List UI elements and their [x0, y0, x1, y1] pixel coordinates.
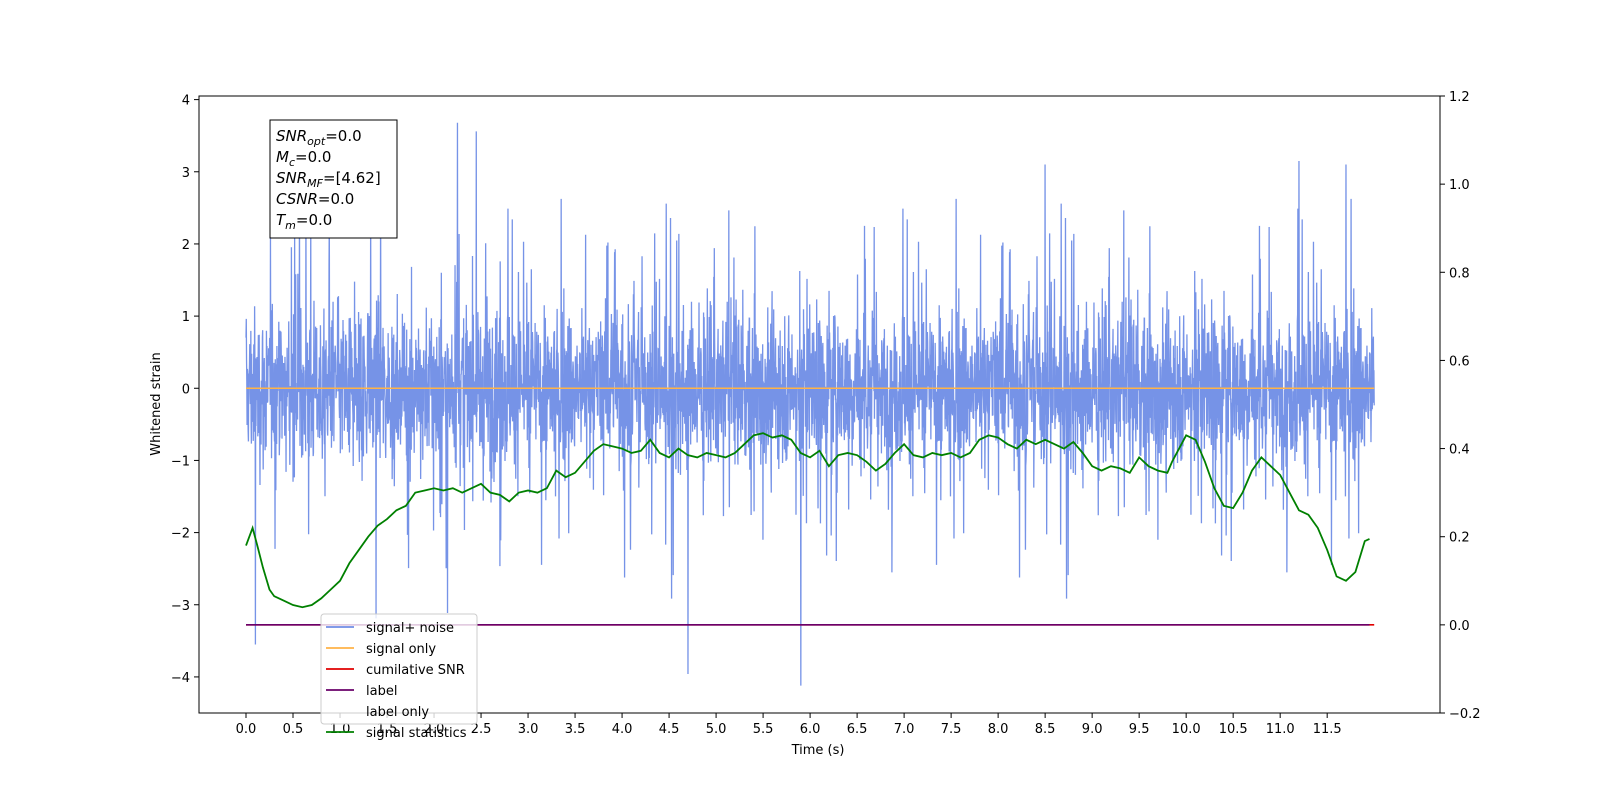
- x-tick-label: 5.0: [706, 722, 727, 737]
- y-right-tick-label: 1.2: [1449, 90, 1470, 105]
- y-left-tick-label: 4: [182, 94, 190, 109]
- y-right-tick-label: 0.8: [1449, 266, 1470, 281]
- x-tick-label: 0.5: [283, 722, 304, 737]
- y-left-tick-label: 3: [182, 166, 190, 181]
- x-tick-label: 6.0: [800, 722, 821, 737]
- x-tick-label: 8.5: [1035, 722, 1056, 737]
- x-tick-label: 2.5: [471, 722, 492, 737]
- annotation-frame: [269, 119, 398, 239]
- y-right-tick-label: −0.2: [1449, 707, 1481, 722]
- series-line-5: [245, 432, 1370, 609]
- x-tick-label: 0.0: [236, 722, 257, 737]
- x-tick-label: 2.0: [424, 722, 445, 737]
- x-tick-label: 8.0: [988, 722, 1009, 737]
- y-axis-left: 4 3 2 1 0 −1 −2 −3 −4: [171, 94, 199, 686]
- y-axis-right: 1.2 1.0 0.8 0.6 0.4 0.2 0.0 −0.2: [1440, 90, 1481, 722]
- y-left-tick-label: −2: [171, 527, 190, 542]
- x-tick-label: 3.0: [518, 722, 539, 737]
- x-tick-label: 10.0: [1172, 722, 1201, 737]
- annotation-line: Mc=0.0: [276, 148, 331, 169]
- x-tick-label: 7.5: [941, 722, 962, 737]
- x-tick-label: 4.5: [659, 722, 680, 737]
- x-tick-label: 9.5: [1129, 722, 1150, 737]
- x-tick-label: 11.0: [1266, 722, 1295, 737]
- annotation-line: SNRopt=0.0: [276, 127, 362, 148]
- y-left-tick-label: 1: [182, 310, 190, 325]
- x-tick-label: 6.5: [847, 722, 868, 737]
- y-left-tick-label: −1: [171, 454, 190, 469]
- x-tick-label: 4.0: [612, 722, 633, 737]
- y-right-tick-label: 0.2: [1449, 531, 1470, 546]
- y-right-tick-label: 1.0: [1449, 178, 1470, 193]
- y-right-tick-label: 0.0: [1449, 619, 1470, 634]
- y-right-tick-label: 0.4: [1449, 443, 1470, 458]
- x-tick-label: 1.5: [377, 722, 398, 737]
- annotation-line: Tm=0.0: [276, 211, 332, 232]
- y-right-tick-label: 0.6: [1449, 354, 1470, 369]
- legend-label: cumilative SNR: [366, 663, 465, 678]
- legend-label: signal statistics: [366, 726, 467, 741]
- legend-frame: [320, 613, 478, 725]
- x-tick-label: 10.5: [1219, 722, 1248, 737]
- series-layer: [245, 122, 1375, 686]
- legend-label: label: [366, 684, 397, 699]
- legend-label: signal+ noise: [366, 621, 454, 636]
- y-left-tick-label: 0: [182, 382, 190, 397]
- legend-label: signal only: [366, 642, 436, 657]
- x-axis-label: Time (s): [791, 743, 845, 758]
- series-line-signal-noise: [245, 122, 1375, 686]
- y-left-tick-label: −3: [171, 599, 190, 614]
- x-tick-label: 9.0: [1082, 722, 1103, 737]
- x-tick-label: 5.5: [753, 722, 774, 737]
- y-axis-label: Whitened strain: [149, 352, 164, 455]
- x-axis: 0.0 0.5 1.0 1.5 2.0 2.5 3.0 3.5 4.0 4.5 5.0 5.5 6.0 6…: [236, 713, 1342, 737]
- legend: signal+ noise signal only cumilative SNR la…: [320, 613, 478, 741]
- x-tick-label: 7.0: [894, 722, 915, 737]
- plot-frame: [198, 95, 1441, 714]
- x-tick-label: 11.5: [1313, 722, 1342, 737]
- y-left-tick-label: 2: [182, 238, 190, 253]
- y-left-tick-label: −4: [171, 671, 190, 686]
- legend-label: label only: [366, 705, 429, 720]
- x-tick-label: 1.0: [330, 722, 351, 737]
- annotation-line: SNRMF=[4.62]: [276, 169, 381, 190]
- annotation-line: CSNR=0.0: [276, 190, 354, 208]
- x-tick-label: 3.5: [565, 722, 586, 737]
